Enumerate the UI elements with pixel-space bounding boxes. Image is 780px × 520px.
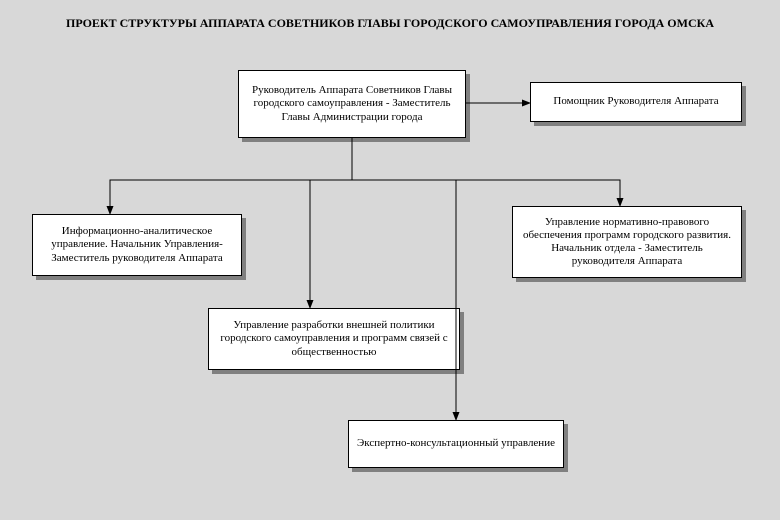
node-assistant: Помощник Руководителя Аппарата: [530, 82, 742, 122]
edge-head-dept4: [352, 138, 456, 420]
edge-head-dept3: [310, 138, 352, 308]
diagram-title: ПРОЕКТ СТРУКТУРЫ АППАРАТА СОВЕТНИКОВ ГЛА…: [40, 16, 740, 31]
node-dept3: Управление разработки внешней политики г…: [208, 308, 460, 370]
edge-head-dept1: [110, 138, 352, 214]
node-dept4: Экспертно-консультационный управление: [348, 420, 564, 468]
node-head: Руководитель Аппарата Советников Главы г…: [238, 70, 466, 138]
node-dept2: Управление нормативно-правового обеспече…: [512, 206, 742, 278]
node-dept1: Информационно-аналитическое управление. …: [32, 214, 242, 276]
edge-head-dept2: [352, 138, 620, 206]
